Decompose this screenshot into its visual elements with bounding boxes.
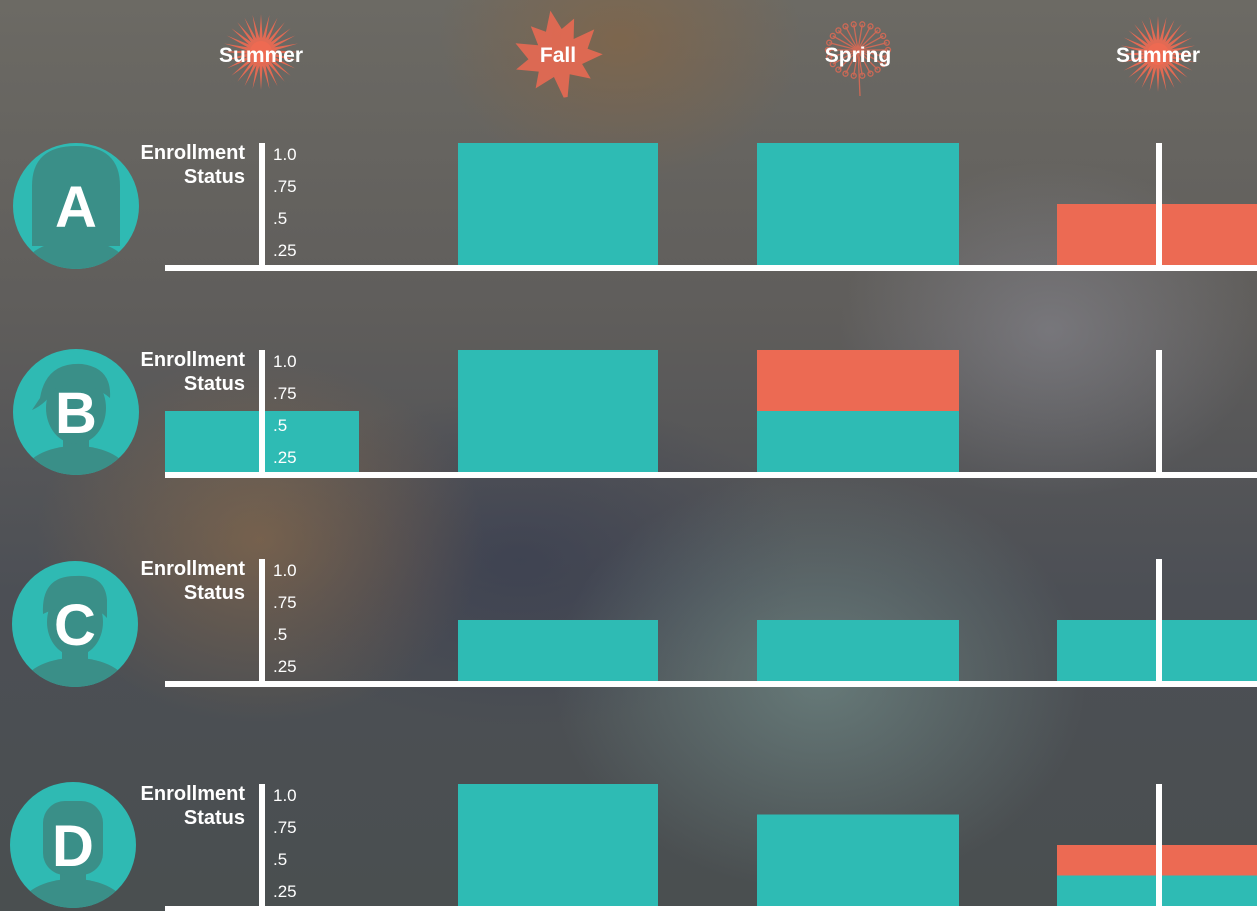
- season-label-summer: Summer: [219, 44, 303, 67]
- tick-label: .25: [273, 241, 297, 260]
- tick-label: .25: [273, 882, 297, 901]
- tick-label: .75: [273, 818, 297, 837]
- tick-label: .5: [273, 850, 287, 869]
- axis-label: Status: [184, 807, 245, 829]
- tick-label: .75: [273, 593, 297, 612]
- x-axis-line: [165, 681, 1257, 687]
- x-axis-line: [165, 906, 1257, 911]
- end-marker-line: [1156, 143, 1162, 269]
- student-rows: 1.0.75.5.25EnrollmentStatusA1.0.75.5.25E…: [10, 142, 1257, 911]
- bar-enrolled: [458, 620, 658, 681]
- avatar-c: C: [12, 561, 138, 687]
- axis-label: Status: [184, 582, 245, 604]
- y-axis-line: [259, 784, 265, 910]
- student-letter: D: [52, 814, 94, 879]
- x-axis-line: [165, 472, 1257, 478]
- bar-enrolled: [757, 620, 959, 681]
- y-axis-line: [259, 559, 265, 685]
- bar-enrolled: [757, 411, 959, 472]
- sun-icon: [223, 14, 299, 90]
- dandelion-icon: [824, 21, 892, 97]
- tick-label: 1.0: [273, 786, 297, 805]
- season-header: Summer Fall Spring Summer: [219, 10, 1200, 98]
- tick-label: 1.0: [273, 561, 297, 580]
- axis-label: Enrollment: [141, 142, 246, 164]
- person-silhouette-icon: [21, 801, 125, 908]
- avatar-b: B: [13, 349, 139, 475]
- person-silhouette-icon: [23, 575, 127, 687]
- season-label-summer: Summer: [1116, 44, 1200, 67]
- tick-label: .5: [273, 209, 287, 228]
- axis-label: Enrollment: [141, 783, 246, 805]
- tick-label: .25: [273, 657, 297, 676]
- bar-enrolled: [458, 350, 658, 472]
- end-marker-line: [1156, 559, 1162, 685]
- person-silhouette-icon: [24, 146, 128, 269]
- student-letter: C: [54, 593, 96, 658]
- avatar-d: D: [10, 782, 136, 908]
- avatar-a: A: [13, 143, 139, 269]
- person-silhouette-icon: [24, 363, 128, 475]
- axis-label: Enrollment: [141, 349, 246, 371]
- season-label-fall: Fall: [540, 44, 576, 67]
- bar-enrolled: [757, 814, 959, 906]
- axis-label: Enrollment: [141, 558, 246, 580]
- end-marker-line: [1156, 784, 1162, 910]
- bar-enrolled: [757, 143, 959, 265]
- bar-enrolled: [458, 784, 658, 906]
- x-axis-line: [165, 265, 1257, 271]
- axis-label: Status: [184, 373, 245, 395]
- student-letter: A: [55, 175, 97, 240]
- tick-label: .5: [273, 625, 287, 644]
- axis-label: Status: [184, 166, 245, 188]
- y-axis-line: [259, 143, 265, 269]
- tick-label: .75: [273, 177, 297, 196]
- bar-enrolled: [458, 143, 658, 265]
- sun-icon: [1120, 16, 1196, 92]
- maple-leaf-icon: [515, 10, 603, 98]
- tick-label: .5: [273, 416, 287, 435]
- tick-label: .25: [273, 448, 297, 467]
- tick-label: 1.0: [273, 145, 297, 164]
- tick-label: 1.0: [273, 352, 297, 371]
- end-marker-line: [1156, 350, 1162, 476]
- tick-label: .75: [273, 384, 297, 403]
- bar-not-enrolled: [757, 350, 959, 411]
- y-axis-line: [259, 350, 265, 476]
- season-label-spring: Spring: [825, 44, 892, 67]
- student-letter: B: [55, 381, 97, 446]
